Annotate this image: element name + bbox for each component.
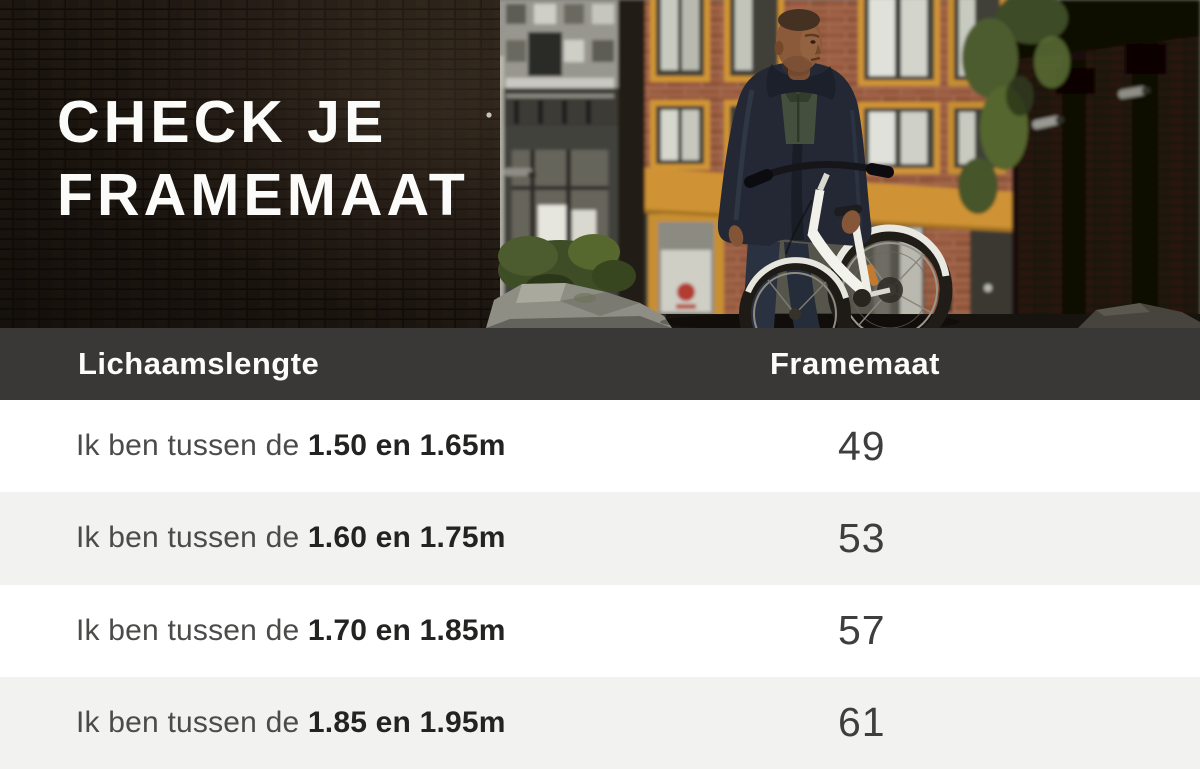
table-row: Ik ben tussen de 1.85 en 1.95m 61 [0,676,1200,769]
body-length-label: Ik ben tussen de 1.85 en 1.95m [0,706,770,740]
bicycle [744,161,894,307]
window [650,100,710,170]
body-length-label: Ik ben tussen de 1.50 en 1.65m [0,429,770,463]
table-row: Ik ben tussen de 1.60 en 1.75m 53 [0,492,1200,585]
window-curtains [858,102,940,174]
label-prefix: Ik ben tussen de [76,613,300,647]
size-table: Lichaamslengte Framemaat Ik ben tussen d… [0,328,1200,769]
label-prefix: Ik ben tussen de [76,521,300,555]
hero-title-line2: FRAMEMAAT [57,162,469,228]
frame-size-value: 61 [838,699,886,746]
left-brick-wall [0,0,500,328]
label-prefix: Ik ben tussen de [76,705,300,739]
frame-size-value: 53 [838,514,886,561]
rocks-right [1078,303,1200,328]
man-figure [717,9,872,328]
height-range: 1.70 en 1.85m [307,613,506,647]
hero-title: CHECK JE FRAMEMAAT [57,86,469,232]
height-range: 1.85 en 1.95m [307,705,506,739]
window-curtains [858,0,940,86]
bicycle-front-wheel [739,257,851,328]
table-row: Ik ben tussen de 1.50 en 1.65m 49 [0,400,1200,493]
label-prefix: Ik ben tussen de [76,429,300,463]
man-hands [728,210,861,247]
frame-size-value: 49 [838,422,886,469]
hero-photo-scene [0,0,1200,328]
body-length-label: Ik ben tussen de 1.60 en 1.75m [0,521,770,555]
rock-boulder [486,283,672,328]
tree-foliage [958,0,1070,214]
table-row: Ik ben tussen de 1.70 en 1.85m 57 [0,584,1200,677]
body-length-label: Ik ben tussen de 1.70 en 1.85m [0,614,770,648]
wall-lamp-icon [1118,86,1151,99]
gray-building [498,0,622,140]
bush [498,234,636,300]
table-header-row: Lichaamslengte Framemaat [0,328,1200,400]
hero-title-line1: CHECK JE [57,89,388,155]
height-range: 1.50 en 1.65m [307,429,506,463]
hero-photo: CHECK JE FRAMEMAAT [0,0,1200,328]
window [650,0,710,82]
col-header-lichaamslengte: Lichaamslengte [78,346,320,381]
col-header-framemaat: Framemaat [770,346,940,381]
wall-lamp-icon [1032,115,1065,130]
height-range: 1.60 en 1.75m [307,521,506,555]
frame-size-value: 57 [838,607,886,654]
